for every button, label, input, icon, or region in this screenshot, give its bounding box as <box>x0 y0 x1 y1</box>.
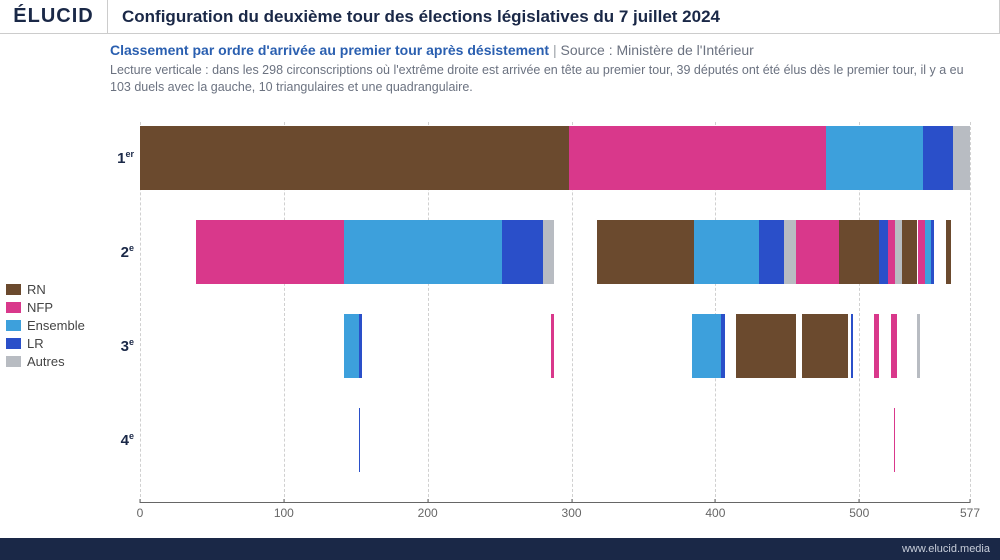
bar-segment-ensemble <box>694 220 759 284</box>
row-label: 4e <box>110 431 134 449</box>
xtick-label: 500 <box>849 506 869 520</box>
legend-label: Ensemble <box>27 318 85 333</box>
legend-item-nfp: NFP <box>6 300 102 315</box>
row-label: 3e <box>110 337 134 355</box>
bar-segment-nfp <box>891 314 897 378</box>
bar-segment-nfp <box>894 408 895 472</box>
bar-segment-rn <box>597 220 693 284</box>
bar-segment-rn <box>736 314 796 378</box>
footer: www.elucid.media <box>0 538 1000 560</box>
legend-item-ensemble: Ensemble <box>6 318 102 333</box>
xtick-label: 577 <box>960 506 980 520</box>
header: ÉLUCID Configuration du deuxième tour de… <box>0 0 1000 34</box>
legend-item-autres: Autres <box>6 354 102 369</box>
page-title: Configuration du deuxième tour des élect… <box>108 0 1000 33</box>
bar-segment-nfp <box>874 314 880 378</box>
chart-row: 4e <box>140 408 970 472</box>
bar-segment-nfp <box>196 220 344 284</box>
bar-segment-rn <box>946 220 952 284</box>
bar-segment-lr <box>879 220 888 284</box>
bar-segment-nfp <box>796 220 839 284</box>
bar-segment-rn <box>839 220 879 284</box>
xtick-label: 100 <box>274 506 294 520</box>
footer-url: www.elucid.media <box>902 543 990 555</box>
bar-segment-lr <box>759 220 785 284</box>
legend-swatch <box>6 302 21 313</box>
bar-segment-lr <box>359 408 360 472</box>
legend-label: Autres <box>27 354 65 369</box>
bar-segment-nfp <box>569 126 826 190</box>
bar-segment-ensemble <box>826 126 922 190</box>
bar-segment-rn <box>902 220 916 284</box>
bar-segment-ensemble <box>692 314 721 378</box>
chart-row: 3e <box>140 314 970 378</box>
xtick-label: 400 <box>705 506 725 520</box>
bar-segment-ensemble <box>344 314 358 378</box>
chart: 1er2e3e4e 0100200300400500577 <box>110 122 980 532</box>
legend: RN NFP Ensemble LR Autres <box>6 282 102 372</box>
plot-area: 1er 2e 3e 4e <box>140 122 970 502</box>
bar-segment-nfp <box>918 220 925 284</box>
bar-segment-rn <box>802 314 848 378</box>
bar-segment-rn <box>140 126 569 190</box>
row-label: 1er <box>110 149 134 167</box>
bar-segment-nfp <box>551 314 554 378</box>
legend-item-lr: LR <box>6 336 102 351</box>
subtitle: Classement par ordre d'arrivée au premie… <box>110 42 980 58</box>
bar-segment-autres <box>543 220 555 284</box>
legend-swatch <box>6 284 21 295</box>
subtitle-source: Source : Ministère de l'Intérieur <box>560 42 753 58</box>
bar-segment-ensemble <box>344 220 502 284</box>
bar-segment-lr <box>851 314 854 378</box>
logo: ÉLUCID <box>0 0 108 33</box>
bar-segment-autres <box>953 126 970 190</box>
bar-segment-lr <box>359 314 362 378</box>
legend-label: RN <box>27 282 46 297</box>
bar-segment-lr <box>931 220 934 284</box>
legend-label: NFP <box>27 300 53 315</box>
bar-segment-nfp <box>888 220 895 284</box>
bar-segment-autres <box>917 314 920 378</box>
xtick-label: 0 <box>137 506 144 520</box>
bar-segment-autres <box>784 220 796 284</box>
bar-segment-lr <box>502 220 542 284</box>
bar-segment-autres <box>895 220 902 284</box>
legend-swatch <box>6 338 21 349</box>
chart-row: 2e <box>140 220 970 284</box>
chart-description: Lecture verticale : dans les 298 circons… <box>110 62 980 96</box>
content: Classement par ordre d'arrivée au premie… <box>0 34 1000 538</box>
xtick-label: 200 <box>418 506 438 520</box>
x-axis: 0100200300400500577 <box>140 502 970 503</box>
legend-swatch <box>6 320 21 331</box>
chart-row: 1er <box>140 126 970 190</box>
bar-segment-lr <box>923 126 953 190</box>
bar-segment-lr <box>721 314 725 378</box>
legend-swatch <box>6 356 21 367</box>
legend-label: LR <box>27 336 44 351</box>
gridline <box>970 122 971 502</box>
subtitle-sep: | <box>549 42 560 58</box>
legend-item-rn: RN <box>6 282 102 297</box>
subtitle-block: Classement par ordre d'arrivée au premie… <box>110 42 980 96</box>
subtitle-main: Classement par ordre d'arrivée au premie… <box>110 42 549 58</box>
xtick-label: 300 <box>562 506 582 520</box>
row-label: 2e <box>110 243 134 261</box>
